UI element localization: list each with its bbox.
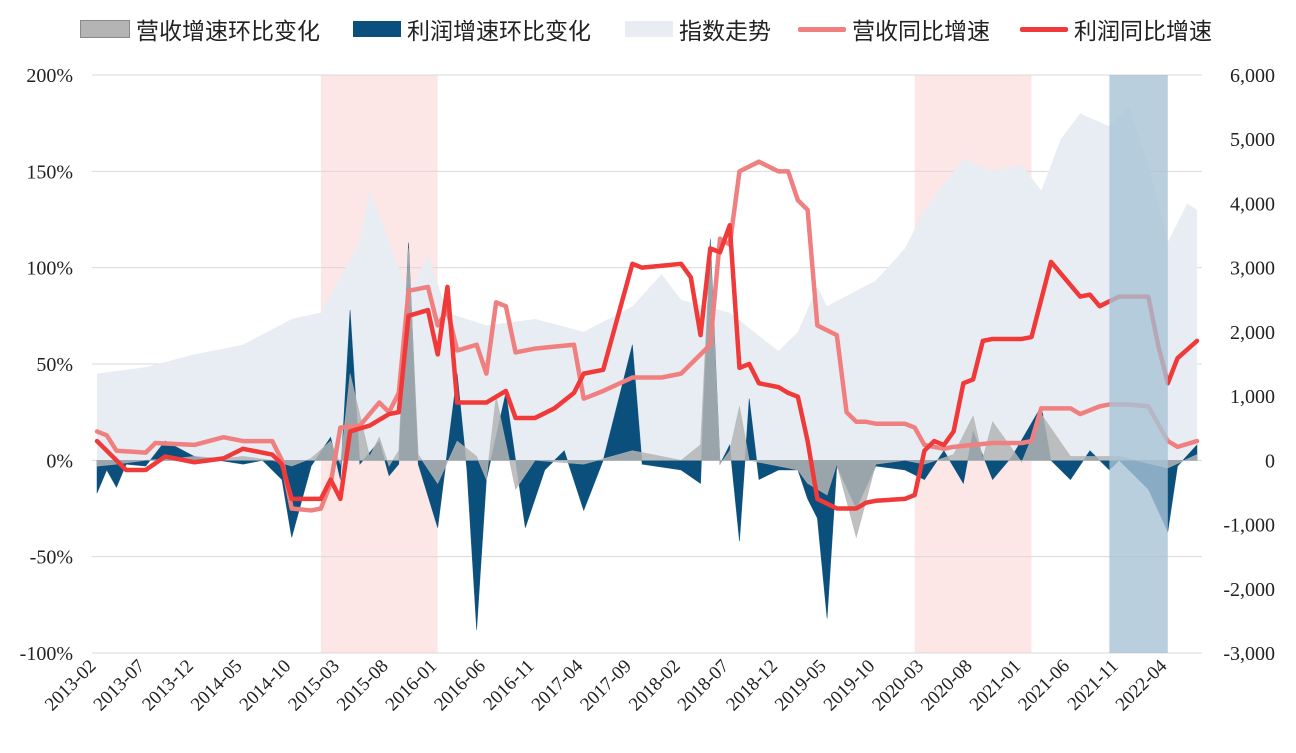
x-tick-label: 2017-04 — [528, 655, 588, 715]
yoy-lines — [94, 159, 1200, 513]
x-tick-label: 2021-11 — [1064, 656, 1123, 715]
x-tick-label: 2016-11 — [479, 656, 538, 715]
x-tick-label: 2019-05 — [771, 656, 831, 716]
x-tick-label: 2015-03 — [284, 656, 344, 716]
x-tick-label: 2013-07 — [90, 656, 150, 716]
legend-swatch-lightblue — [625, 21, 673, 37]
x-tick-label: 2016-01 — [382, 656, 442, 716]
x-tick-label: 2014-05 — [187, 656, 247, 716]
x-tick-label: 2013-12 — [138, 656, 198, 716]
x-tick-label: 2018-12 — [722, 656, 782, 716]
overlay-band — [1109, 75, 1168, 653]
legend-swatch-navy — [353, 21, 401, 37]
x-tick-label: 2020-08 — [917, 656, 977, 716]
x-tick-label: 2015-08 — [333, 656, 393, 716]
x-tick-label: 2018-02 — [625, 656, 685, 716]
legend-swatch-grey — [80, 20, 130, 38]
legend-line-pink — [798, 26, 846, 32]
legend-item-revenue-yoy[interactable]: 营收同比增速 — [798, 12, 990, 46]
y-left-tick-label: 100% — [26, 258, 73, 280]
legend: 营收增速环比变化 利润增速环比变化 指数走势 营收同比增速 利润同比增速 — [0, 12, 1296, 46]
x-tick-label: 2019-10 — [820, 656, 880, 716]
y-right-tick-label: 6,000 — [1230, 65, 1275, 87]
x-tick-label: 2022-04 — [1112, 655, 1172, 715]
y-right-tick-label: 3,000 — [1230, 258, 1275, 280]
legend-label: 指数走势 — [679, 19, 771, 45]
legend-label: 营收同比增速 — [852, 19, 990, 45]
legend-item-profit-mom[interactable]: 利润增速环比变化 — [353, 12, 591, 46]
y-right-tick-label: -1,000 — [1223, 515, 1275, 537]
revenue-yoy-line — [94, 159, 1200, 513]
x-tick-label: 2020-03 — [868, 656, 928, 716]
legend-line-red — [1020, 26, 1068, 32]
y-left-tick-label: 0% — [46, 450, 73, 472]
profit-yoy-line — [94, 223, 1200, 511]
legend-label: 营收增速环比变化 — [136, 19, 320, 45]
index-area — [97, 107, 1197, 461]
y-right-tick-label: -2,000 — [1223, 579, 1275, 601]
y-left-tick-label: -100% — [20, 643, 73, 665]
y-left-tick-label: -50% — [30, 547, 73, 569]
revenue-mom-area — [96, 248, 1198, 539]
index-area-path — [97, 107, 1197, 461]
legend-label: 利润同比增速 — [1074, 19, 1212, 45]
legend-item-revenue-mom[interactable]: 营收增速环比变化 — [80, 12, 320, 46]
y-right-tick-label: 5,000 — [1230, 129, 1275, 151]
profit-mom-area — [96, 238, 1198, 630]
y-left-tick-label: 50% — [36, 354, 73, 376]
x-tick-label: 2017-09 — [576, 656, 636, 716]
y-right-tick-label: -3,000 — [1223, 643, 1275, 665]
x-tick-label: 2014-10 — [236, 656, 296, 716]
x-tick-label: 2016-06 — [430, 656, 490, 716]
x-tick-label: 2018-07 — [674, 656, 734, 716]
legend-label: 利润增速环比变化 — [407, 19, 591, 45]
y-right-tick-label: 2,000 — [1230, 322, 1275, 344]
y-right-tick-label: 0 — [1265, 450, 1275, 472]
legend-item-index[interactable]: 指数走势 — [625, 12, 771, 46]
shaded-period — [1109, 75, 1168, 653]
y-left-tick-label: 150% — [26, 161, 73, 183]
x-tick-label: 2021-06 — [1014, 656, 1074, 716]
y-right-tick-label: 1,000 — [1230, 386, 1275, 408]
legend-item-profit-yoy[interactable]: 利润同比增速 — [1020, 12, 1212, 46]
y-right-tick-label: 4,000 — [1230, 193, 1275, 215]
mom-areas — [96, 238, 1198, 630]
y-left-tick-label: 200% — [26, 65, 73, 87]
x-tick-label: 2021-01 — [966, 656, 1026, 716]
